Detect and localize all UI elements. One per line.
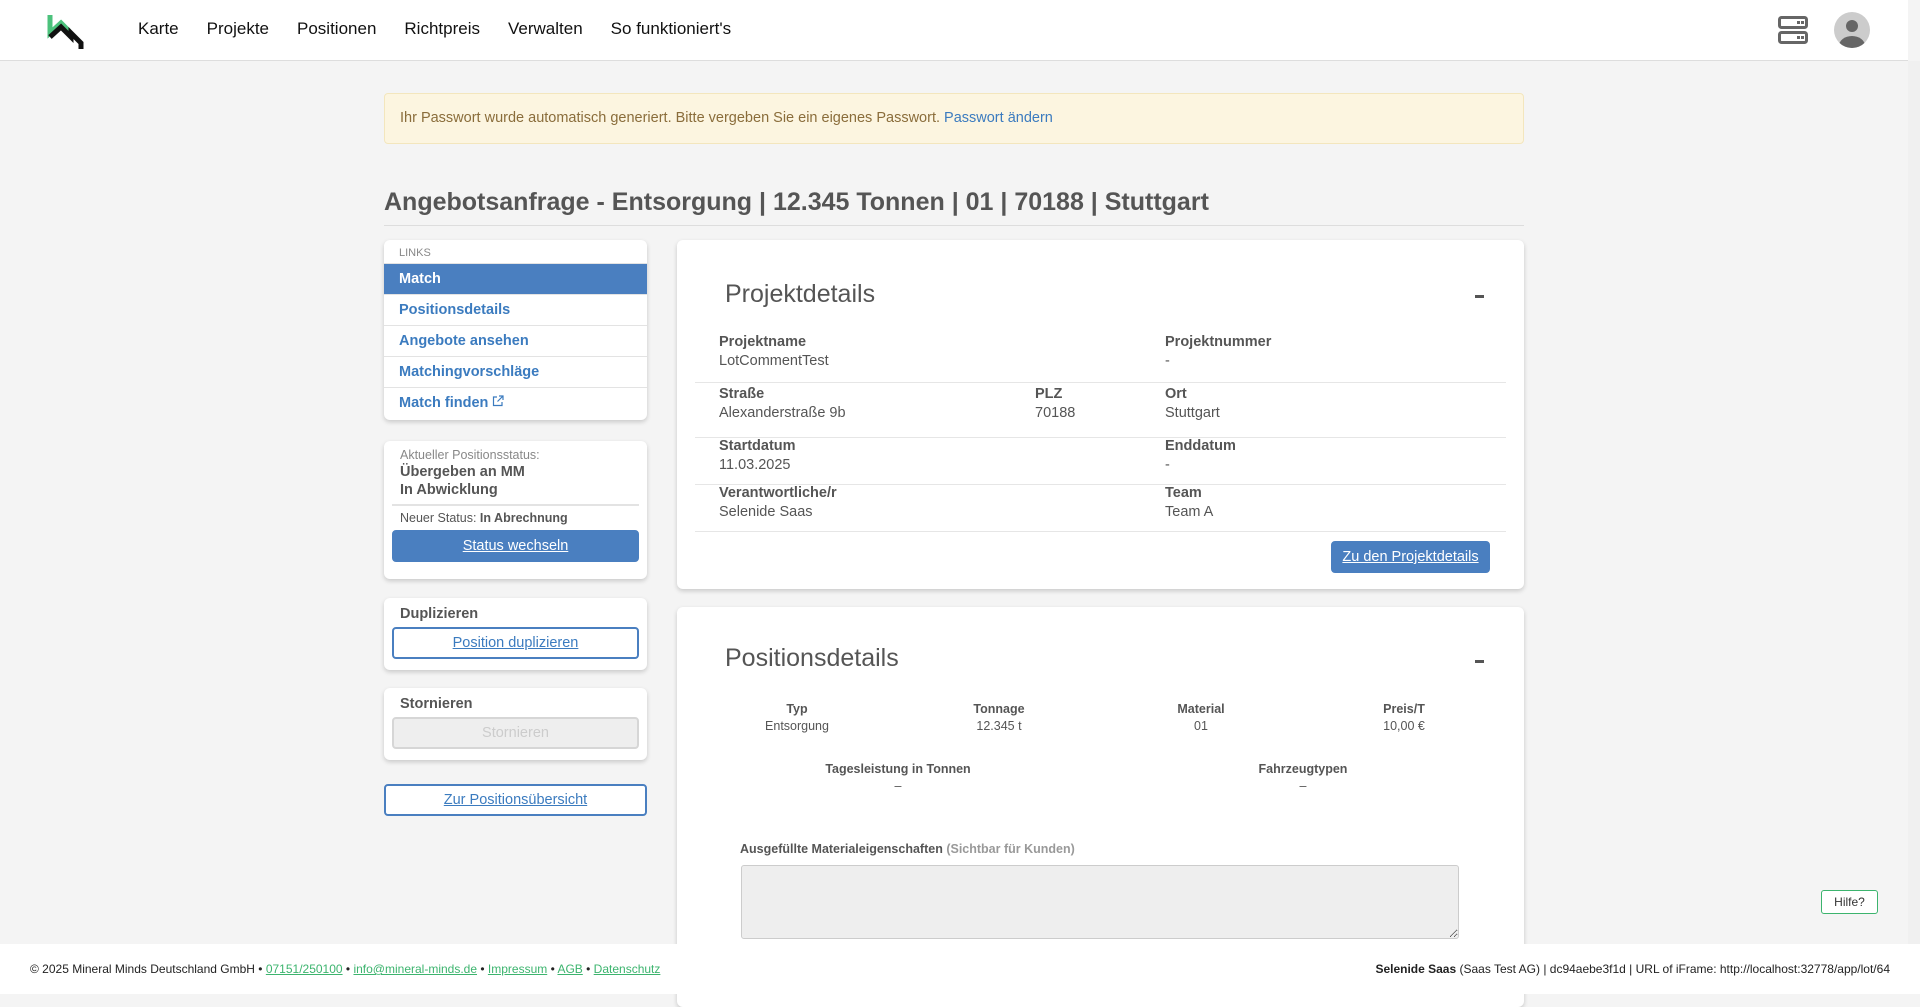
nav-karte[interactable]: Karte	[138, 19, 179, 38]
field-label: Projektname	[719, 334, 807, 350]
field-label: PLZ	[1035, 386, 1063, 402]
field-value: -	[1165, 353, 1170, 369]
duplicate-position-button[interactable]: Position duplizieren	[392, 627, 639, 659]
links-card: LINKS Match Positionsdetails Angebote an…	[384, 240, 647, 420]
field-label: Enddatum	[1165, 438, 1236, 454]
footer-agb-link[interactable]: AGB	[557, 962, 583, 976]
footer-email-link[interactable]: info@mineral-minds.de	[353, 962, 478, 976]
link-label: Match finden	[399, 395, 489, 411]
mineral-minds-logo[interactable]	[47, 13, 85, 49]
field-label: Team	[1165, 485, 1202, 501]
footer-info: (Saas Test AG) | dc94aebe3f1d | URL of i…	[1459, 962, 1891, 976]
field-label: Verantwortliche/r	[719, 485, 837, 501]
col-value: 12.345 t	[976, 719, 1022, 733]
footer-user: Selenide Saas	[1375, 962, 1457, 976]
field-value: 11.03.2025	[719, 457, 791, 473]
field-label: Projektnummer	[1165, 334, 1272, 350]
field-value: Selenide Saas	[719, 504, 813, 520]
status-card: Aktueller Positionsstatus: Übergeben an …	[384, 441, 647, 579]
field-label: Straße	[719, 386, 765, 402]
cancel-position-button[interactable]: Stornieren	[392, 717, 639, 749]
field-label: Startdatum	[719, 438, 796, 454]
nav-verwalten[interactable]: Verwalten	[508, 19, 583, 38]
project-row: Startdatum 11.03.2025 Enddatum -	[695, 438, 1506, 485]
position-overview-button[interactable]: Zur Positionsübersicht	[384, 784, 647, 816]
collapse-position-button[interactable]	[1475, 660, 1484, 663]
project-row: Verantwortliche/r Selenide Saas Team Team …	[695, 485, 1506, 532]
project-row: Projektname LotCommentTest Projektnummer -	[695, 334, 1506, 383]
col-label: Tonnage	[973, 702, 1025, 716]
scrollbar[interactable]	[1908, 61, 1920, 944]
to-project-details-button[interactable]: Zu den Projektdetails	[1331, 541, 1490, 573]
project-row: Straße Alexanderstraße 9b PLZ 70188 Ort Stu…	[695, 386, 1506, 438]
field-value: LotCommentTest	[719, 353, 829, 369]
project-details-title: Projektdetails	[725, 280, 876, 308]
position-details-card: Positionsdetails Typ Entsorgung Tonnage 12…	[677, 607, 1524, 1007]
cancel-card: Stornieren Stornieren	[384, 688, 647, 760]
help-button[interactable]: Hilfe?	[1821, 890, 1878, 914]
new-status-label: Neuer Status:	[400, 511, 477, 525]
password-alert: Ihr Passwort wurde automatisch generiert…	[384, 93, 1524, 144]
external-link-icon	[493, 395, 505, 407]
link-angebote-ansehen[interactable]: Angebote ansehen	[384, 325, 647, 356]
position-details-title: Positionsdetails	[725, 644, 899, 672]
material-properties-textarea[interactable]	[741, 865, 1459, 939]
page-title: Angebotsanfrage - Entsorgung | 12.345 To…	[384, 188, 1524, 226]
status-label: Aktueller Positionsstatus:	[400, 448, 540, 462]
field-label: Ort	[1165, 386, 1187, 402]
field-value: 70188	[1035, 405, 1076, 421]
link-positionsdetails[interactable]: Positionsdetails	[384, 294, 647, 325]
field-value: Team A	[1165, 504, 1214, 520]
project-details-card: Projektdetails Projektname LotCommentTest…	[677, 240, 1524, 589]
footer-copyright: © 2025 Mineral Minds Deutschland GmbH •	[30, 962, 263, 976]
props-hint: (Sichtbar für Kunden)	[946, 842, 1075, 856]
cancel-heading: Stornieren	[400, 696, 473, 712]
link-match[interactable]: Match	[384, 263, 647, 294]
field-value: -	[1165, 457, 1170, 473]
col-value: 01	[1194, 719, 1208, 733]
user-avatar[interactable]	[1834, 12, 1870, 48]
server-icon[interactable]	[1778, 16, 1808, 44]
col-label: Typ	[786, 702, 808, 716]
duplicate-card: Duplizieren Position duplizieren	[384, 598, 647, 670]
nav-projekte[interactable]: Projekte	[206, 19, 270, 38]
col-label: Tagesleistung in Tonnen	[825, 762, 971, 776]
status-line1: Übergeben an MM	[400, 464, 525, 480]
nav-so-funktionierts[interactable]: So funktioniert's	[610, 19, 732, 38]
col-value: 10,00 €	[1383, 719, 1425, 733]
duplicate-heading: Duplizieren	[400, 606, 479, 622]
footer-impressum-link[interactable]: Impressum	[487, 962, 548, 976]
footer: © 2025 Mineral Minds Deutschland GmbH • …	[0, 944, 1920, 994]
col-label: Fahrzeugtypen	[1258, 762, 1348, 776]
main-nav: Karte Projekte Positionen Richtpreis Ver…	[138, 19, 731, 39]
props-label: Ausgefüllte Materialeigenschaften	[740, 842, 943, 856]
collapse-project-button[interactable]	[1475, 295, 1484, 298]
field-value: Alexanderstraße 9b	[719, 405, 846, 421]
nav-richtpreis[interactable]: Richtpreis	[404, 19, 480, 38]
change-password-link[interactable]: Passwort ändern	[944, 110, 1053, 126]
footer-phone-link[interactable]: 07151/250100	[265, 962, 343, 976]
link-matchingvorschlaege[interactable]: Matchingvorschläge	[384, 356, 647, 387]
col-value: –	[894, 779, 902, 793]
new-status-value: In Abrechnung	[479, 511, 568, 525]
header: Karte Projekte Positionen Richtpreis Ver…	[0, 0, 1908, 61]
links-heading: LINKS	[399, 247, 431, 259]
change-status-button[interactable]: Status wechseln	[392, 530, 639, 562]
alert-text: Ihr Passwort wurde automatisch generiert…	[400, 110, 940, 126]
col-value: Entsorgung	[765, 719, 829, 733]
nav-positionen[interactable]: Positionen	[297, 19, 377, 38]
status-line2: In Abwicklung	[392, 480, 639, 506]
field-value: Stuttgart	[1165, 405, 1220, 421]
footer-datenschutz-link[interactable]: Datenschutz	[593, 962, 661, 976]
col-label: Material	[1177, 702, 1225, 716]
col-value: –	[1299, 779, 1307, 793]
link-match-finden[interactable]: Match finden	[384, 387, 647, 418]
col-label: Preis/T	[1383, 702, 1425, 716]
